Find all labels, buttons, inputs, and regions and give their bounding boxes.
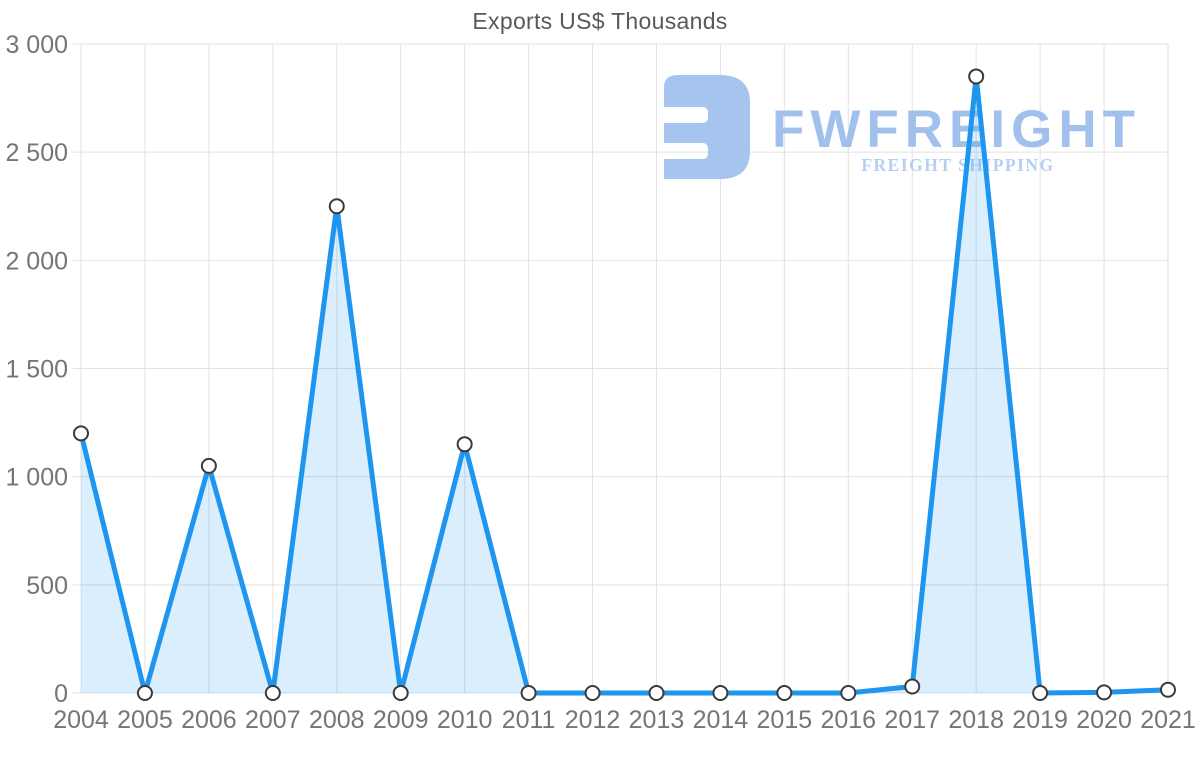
data-point-marker-2004[interactable] xyxy=(73,425,89,442)
data-point-marker-2020[interactable] xyxy=(1096,684,1113,701)
data-point-marker-2012[interactable] xyxy=(584,685,601,701)
x-axis-tick-label: 2008 xyxy=(309,706,365,734)
fwfreight-logo-icon xyxy=(664,75,750,179)
data-point-marker-2008[interactable] xyxy=(328,198,345,215)
x-axis-tick-label: 2018 xyxy=(948,706,1004,734)
data-point-marker-2018[interactable] xyxy=(968,68,985,85)
y-axis-tick-label: 500 xyxy=(26,572,68,600)
x-axis-tick-label: 2012 xyxy=(565,706,621,734)
data-point-marker-2021[interactable] xyxy=(1160,681,1176,698)
chart-title: Exports US$ Thousands xyxy=(472,8,728,34)
y-axis-tick-label: 2 000 xyxy=(5,247,68,275)
data-point-marker-2015[interactable] xyxy=(776,685,793,701)
x-axis-tick-label: 2007 xyxy=(245,706,301,734)
x-axis-tick-label: 2006 xyxy=(181,706,237,734)
data-point-marker-2016[interactable] xyxy=(840,685,857,701)
watermark-tagline: FREIGHT SHIPPING xyxy=(861,155,1054,175)
area-fill xyxy=(81,76,1168,693)
watermark-brand: FWFREIGHT xyxy=(772,100,1141,159)
x-axis-tick-label: 2005 xyxy=(117,706,173,734)
data-point-marker-2011[interactable] xyxy=(520,685,537,701)
y-axis-tick-label: 0 xyxy=(54,680,68,708)
y-axis-tick-label: 1 500 xyxy=(5,356,68,384)
data-point-marker-2013[interactable] xyxy=(648,685,665,701)
data-point-marker-2019[interactable] xyxy=(1032,685,1049,701)
axis-labels: 0 500 1 000 1 500 2 000 2 500 3 000 2004 2005 200… xyxy=(5,31,1195,734)
data-point-marker-2006[interactable] xyxy=(200,457,217,474)
x-axis-tick-label: 2014 xyxy=(693,706,749,734)
data-point-marker-2017[interactable] xyxy=(904,678,921,695)
x-axis-tick-label: 2011 xyxy=(502,706,556,734)
x-axis-tick-label: 2016 xyxy=(820,706,876,734)
x-axis-tick-label: 2013 xyxy=(629,706,685,734)
x-axis-tick-label: 2020 xyxy=(1076,706,1132,734)
x-axis-tick-label: 2004 xyxy=(53,706,109,734)
gridlines xyxy=(73,43,1169,694)
x-axis-tick-label: 2019 xyxy=(1012,706,1068,734)
data-line xyxy=(78,73,1171,696)
y-axis-tick-label: 2 500 xyxy=(5,139,68,167)
x-axis-tick-label: 2010 xyxy=(437,706,493,734)
data-point-marker-2009[interactable] xyxy=(392,685,409,701)
x-axis-tick-label: 2015 xyxy=(757,706,813,734)
data-point-marker-2014[interactable] xyxy=(712,685,729,701)
data-point-marker-2005[interactable] xyxy=(136,685,153,701)
data-point-marker-2010[interactable] xyxy=(456,436,473,453)
data-series xyxy=(73,68,1176,701)
x-axis-tick-label: 2009 xyxy=(373,706,429,734)
x-axis-tick-label: 2021 xyxy=(1140,706,1196,734)
y-axis-tick-label: 3 000 xyxy=(5,31,68,59)
data-point-marker-2007[interactable] xyxy=(264,685,281,701)
y-axis-tick-label: 1 000 xyxy=(5,464,68,492)
watermark: FWFREIGHT FREIGHT SHIPPING xyxy=(664,75,1141,179)
x-axis-tick-label: 2017 xyxy=(884,706,940,734)
